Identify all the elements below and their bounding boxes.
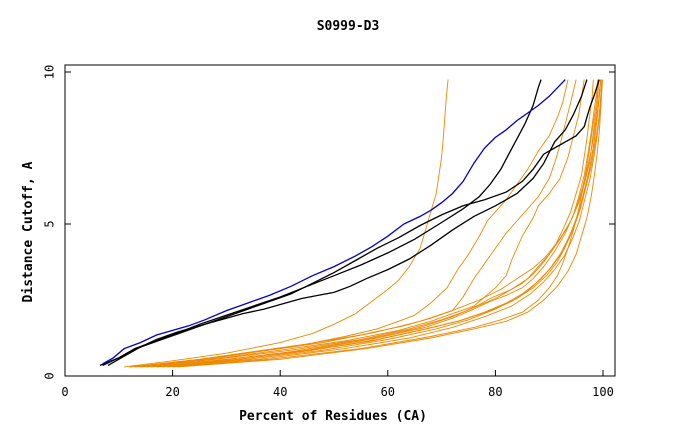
x-axis: 0 20 40 60 80 100	[61, 370, 614, 399]
y-tick-label: 10	[43, 65, 57, 79]
x-tick-label: 100	[592, 385, 614, 399]
series-line-orange-5	[129, 79, 569, 368]
plot-frame	[64, 64, 616, 377]
series-line-orange-6	[134, 79, 577, 368]
x-tick-label: 80	[488, 385, 502, 399]
series-line-orange-9	[145, 79, 599, 368]
x-tick-label: 20	[165, 385, 179, 399]
y-tick-label: 0	[43, 372, 57, 379]
series-line-orange-13	[129, 79, 602, 368]
series-line-black-3	[99, 79, 600, 367]
series-line-orange-7	[134, 79, 585, 368]
x-tick-label: 40	[273, 385, 287, 399]
x-axis-label: Percent of Residues (CA)	[239, 409, 427, 424]
series-line-orange-11	[151, 79, 601, 368]
series-line-blue-0	[102, 79, 566, 365]
y-axis-label: Distance Cutoff, A	[21, 161, 36, 302]
x-tick-label: 0	[61, 385, 68, 399]
series-line-orange-14	[161, 79, 603, 368]
plot-lines	[99, 79, 603, 368]
x-tick-label: 60	[381, 385, 395, 399]
series-line-black-1	[102, 79, 542, 366]
y-tick-label: 5	[43, 220, 57, 227]
series-line-orange-12	[156, 79, 602, 368]
series-line-orange-4	[124, 79, 449, 368]
chart-title: S0999-D3	[317, 19, 380, 34]
series-line-orange-17	[177, 79, 603, 368]
y-axis: 0 5 10	[43, 65, 615, 380]
series-line-black-2	[107, 79, 588, 366]
series-line-orange-15	[167, 79, 603, 368]
series-line-orange-16	[172, 79, 600, 368]
